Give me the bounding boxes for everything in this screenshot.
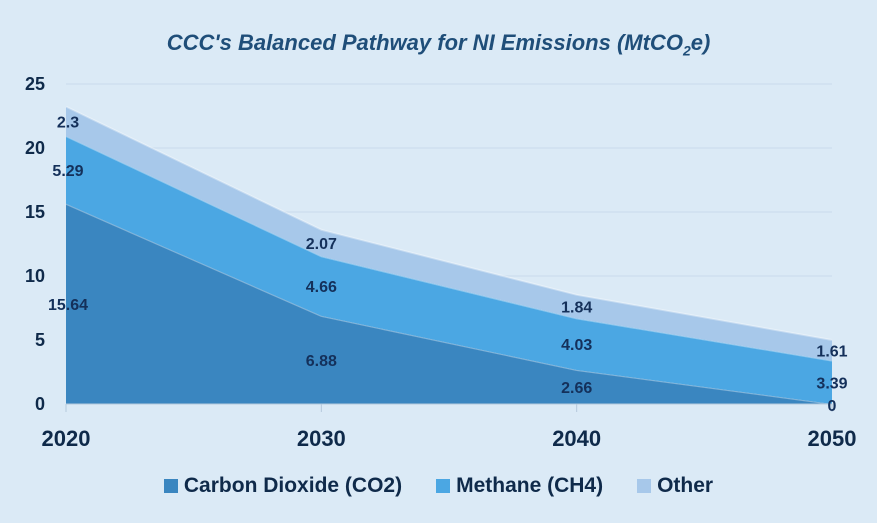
legend-swatch-other	[637, 479, 652, 493]
chart-title: CCC's Balanced Pathway for NI Emissions …	[0, 30, 877, 58]
y-tick-label: 0	[35, 394, 45, 414]
data-label-co2: 2.66	[561, 380, 592, 397]
data-label-co2: 6.88	[306, 353, 337, 370]
y-tick-label: 5	[35, 330, 45, 350]
y-tick-label: 25	[25, 74, 45, 94]
data-label-co2: 15.64	[48, 297, 88, 314]
chart-title-main: CCC's Balanced Pathway for NI Emissions …	[166, 30, 683, 55]
x-tick-label: 2020	[42, 426, 91, 451]
data-label-ch4: 4.03	[561, 337, 592, 354]
legend-label-other: Other	[657, 474, 714, 497]
data-label-ch4: 3.39	[816, 375, 847, 392]
legend: Carbon Dioxide (CO2) Methane (CH4) Other	[0, 474, 877, 498]
legend-item-ch4[interactable]: Methane (CH4)	[436, 474, 603, 498]
legend-item-co2[interactable]: Carbon Dioxide (CO2)	[163, 474, 403, 498]
legend-item-other[interactable]: Other	[637, 474, 713, 498]
area-edge-other	[65, 105, 833, 341]
data-label-other: 2.3	[57, 114, 79, 131]
legend-label-co2: Carbon Dioxide (CO2)	[183, 474, 403, 497]
chart-title-subscript: 2	[682, 42, 691, 59]
data-label-other: 1.84	[561, 300, 592, 317]
legend-label-ch4: Methane (CH4)	[456, 474, 604, 497]
x-tick-label: 2030	[297, 426, 346, 451]
data-label-ch4: 5.29	[52, 163, 83, 180]
legend-swatch-ch4	[436, 479, 451, 493]
chart-title-end: e)	[690, 30, 711, 55]
data-label-other: 2.07	[306, 236, 337, 253]
x-tick-label: 2040	[552, 426, 601, 451]
area-co2	[66, 203, 832, 404]
y-tick-label: 10	[25, 266, 45, 286]
y-tick-label: 20	[25, 138, 45, 158]
area-other	[66, 106, 832, 361]
legend-swatch-co2	[163, 479, 178, 493]
data-label-co2: 0	[828, 398, 837, 415]
x-tick-label: 2050	[808, 426, 857, 451]
data-label-ch4: 4.66	[306, 279, 337, 296]
area-ch4	[66, 136, 832, 404]
y-tick-label: 15	[25, 202, 45, 222]
data-label-other: 1.61	[816, 343, 847, 360]
